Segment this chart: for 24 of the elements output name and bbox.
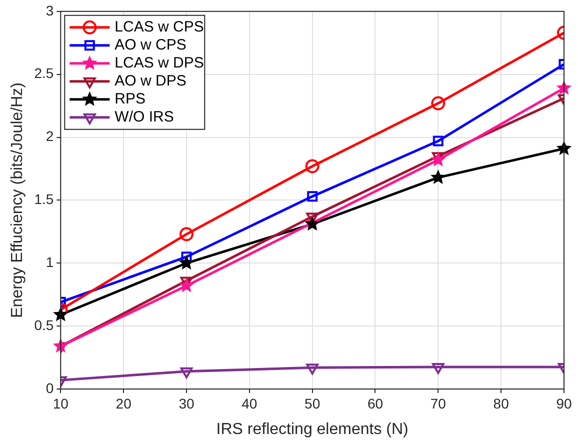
y-tick-label: 2.5: [34, 65, 54, 82]
x-tick-label: 20: [116, 395, 132, 412]
legend-label: LCAS w DPS: [114, 54, 204, 72]
x-tick-label: 60: [367, 395, 384, 412]
y-tick-label: 1.5: [34, 191, 54, 208]
legend-label: AO w DPS: [114, 72, 186, 90]
legend-label: W/O IRS: [114, 108, 174, 126]
x-tick-label: 90: [556, 395, 572, 412]
x-tick-label: 80: [493, 395, 510, 412]
legend-label: RPS: [114, 90, 146, 108]
y-tick-label: 2: [46, 128, 54, 144]
x-tick-label: 10: [52, 395, 69, 412]
y-tick-label: 3: [46, 2, 54, 18]
x-tick-label: 40: [242, 395, 258, 412]
legend-label: LCAS w CPS: [114, 18, 204, 36]
x-tick-label: 30: [178, 395, 194, 412]
y-tick-label: 1: [46, 254, 54, 270]
y-tick-label: 0.5: [34, 316, 54, 333]
y-axis-title: Energy Effuciency (bits/Joule/Hz): [9, 82, 26, 318]
legend-label: AO w CPS: [114, 36, 186, 54]
x-axis-title: IRS reflecting elements (N): [216, 420, 408, 438]
x-tick-label: 70: [430, 395, 446, 412]
y-tick-label: 0: [46, 380, 54, 396]
x-tick-label: 50: [304, 395, 320, 412]
